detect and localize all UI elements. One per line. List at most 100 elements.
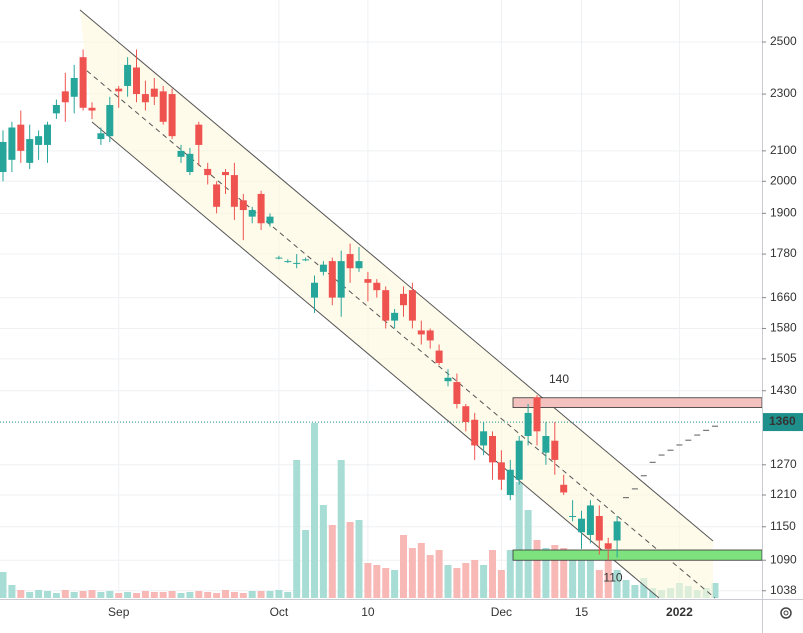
volume-bar <box>391 570 399 598</box>
candle-body <box>497 462 505 480</box>
volume-bar <box>213 593 221 598</box>
candle-body <box>17 124 25 151</box>
candle-body <box>364 279 372 283</box>
volume-bar <box>533 540 541 598</box>
volume-bar <box>426 555 434 598</box>
volume-bar <box>560 548 568 598</box>
candle-body <box>150 88 158 97</box>
volume-bar <box>159 592 167 598</box>
candle-body <box>453 382 461 404</box>
candle-body <box>115 88 123 92</box>
candle-body <box>97 133 105 140</box>
candle-body <box>373 282 381 291</box>
candle-body <box>88 107 96 111</box>
volume-bar <box>613 570 621 598</box>
y-tick-label: 1900 <box>770 206 797 220</box>
candle-body <box>613 521 621 541</box>
volume-bar <box>515 482 523 598</box>
candle-body <box>586 505 594 535</box>
x-tick-label: Oct <box>270 605 289 619</box>
candle-body <box>168 94 176 137</box>
volume-bar <box>622 580 630 598</box>
volume-bar <box>319 505 327 598</box>
volume-bar <box>542 548 550 598</box>
y-tick-label: 1660 <box>770 290 797 304</box>
y-tick-label: 1210 <box>770 487 797 501</box>
volume-bar <box>284 592 292 598</box>
volume-bar <box>640 578 648 598</box>
candle-body <box>542 435 550 453</box>
volume-bar <box>124 592 132 598</box>
candle-body <box>560 484 568 493</box>
candle-body <box>595 516 603 541</box>
volume-bar <box>35 590 43 598</box>
candle-body <box>26 139 34 163</box>
y-tick-label: 2500 <box>770 34 797 48</box>
candle-body <box>0 141 7 173</box>
volume-bar <box>480 565 488 598</box>
volume-bar <box>408 548 416 598</box>
channel-lower <box>91 121 660 599</box>
candle-body <box>604 543 612 549</box>
volume-bar <box>248 591 256 598</box>
volume-bar <box>346 522 354 598</box>
x-tick-label: 2022 <box>666 605 693 619</box>
volume-bar <box>133 593 140 598</box>
candle-body <box>266 216 274 224</box>
y-tick-label: 1780 <box>770 246 797 260</box>
candle-body <box>257 193 265 224</box>
candle-body <box>578 518 585 533</box>
volume-bar <box>302 530 310 598</box>
candle-body <box>106 105 114 137</box>
channel-middle <box>79 64 716 599</box>
candle-body <box>328 261 336 298</box>
volume-bar <box>195 591 203 598</box>
candle-body <box>382 290 390 321</box>
candle-body <box>61 91 69 103</box>
candle-body <box>408 290 416 321</box>
volume-bar <box>604 560 612 598</box>
candle-body <box>435 350 443 363</box>
volume-bar <box>239 593 247 598</box>
volume-bar <box>106 591 114 598</box>
candle-body <box>213 184 221 207</box>
volume-bar <box>631 585 639 598</box>
last-price-label: 1360 <box>769 414 796 428</box>
candle-body <box>124 64 132 86</box>
volume-bar <box>141 591 149 598</box>
last-price-box <box>763 413 803 432</box>
volume-bar <box>97 592 105 598</box>
candle-body <box>471 419 479 446</box>
y-tick-label: 1090 <box>770 552 797 566</box>
volume-bar <box>186 592 194 598</box>
volume-bar <box>373 565 381 598</box>
y-tick-label: 2300 <box>770 86 797 100</box>
candle-body <box>551 440 559 460</box>
candle-body <box>569 516 577 518</box>
candle-body <box>204 168 212 176</box>
settings-icon[interactable] <box>780 607 792 619</box>
x-tick-label: Sep <box>108 605 130 619</box>
candle-body <box>133 67 140 95</box>
volume-bar <box>266 591 274 598</box>
x-tick-label: Dec <box>491 605 512 619</box>
candle-body <box>444 377 452 382</box>
zone <box>512 549 763 561</box>
volume-bar <box>61 590 69 598</box>
volume-bar <box>222 590 229 598</box>
volume-bar <box>328 525 336 598</box>
volume-bar <box>230 592 238 598</box>
candle-body <box>141 94 149 103</box>
candle-body <box>230 175 238 207</box>
volume-bar <box>711 583 719 598</box>
y-tick-label: 1270 <box>770 457 797 471</box>
volume-bar <box>435 550 443 598</box>
candle-body <box>311 282 318 298</box>
price-axis-bg <box>762 0 803 633</box>
candle-body <box>462 406 470 423</box>
volume-bar <box>471 560 479 598</box>
candle-body <box>8 127 16 160</box>
volume-bar <box>417 543 425 598</box>
